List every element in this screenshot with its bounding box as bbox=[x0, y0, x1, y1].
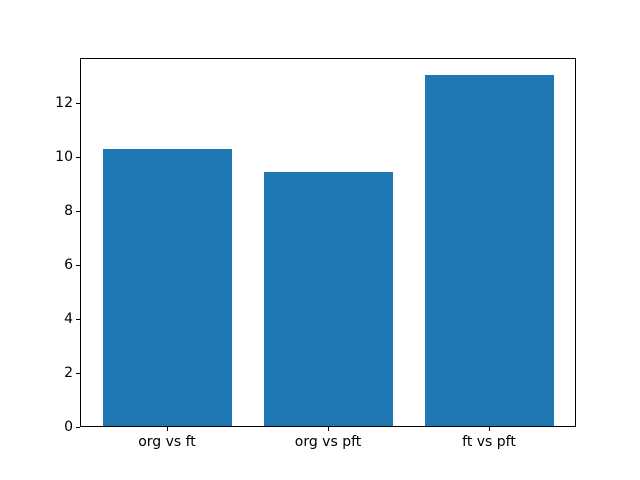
bar-org-vs-ft bbox=[103, 149, 232, 426]
plot-area bbox=[80, 58, 576, 427]
bar-ft-vs-pft bbox=[425, 75, 554, 426]
y-tick-mark bbox=[76, 427, 80, 428]
y-tick-label: 0 bbox=[64, 419, 73, 435]
y-tick-label: 4 bbox=[64, 311, 73, 327]
y-tick-mark bbox=[76, 319, 80, 320]
y-tick-mark bbox=[76, 211, 80, 212]
y-tick-label: 6 bbox=[64, 257, 73, 273]
x-tick-label-org-vs-pft: org vs pft bbox=[294, 434, 362, 450]
y-tick-mark bbox=[76, 157, 80, 158]
y-tick-label: 2 bbox=[64, 365, 73, 381]
y-tick-mark bbox=[76, 265, 80, 266]
bar-org-vs-pft bbox=[264, 172, 393, 426]
x-tick-mark bbox=[167, 427, 168, 431]
y-tick-mark bbox=[76, 103, 80, 104]
x-tick-mark bbox=[489, 427, 490, 431]
y-tick-label: 8 bbox=[64, 203, 73, 219]
y-tick-label: 10 bbox=[55, 149, 73, 165]
x-tick-mark bbox=[328, 427, 329, 431]
x-tick-label-org-vs-ft: org vs ft bbox=[138, 434, 196, 450]
x-tick-label-ft-vs-pft: ft vs pft bbox=[462, 434, 516, 450]
y-tick-label: 12 bbox=[55, 95, 73, 111]
y-tick-mark bbox=[76, 373, 80, 374]
